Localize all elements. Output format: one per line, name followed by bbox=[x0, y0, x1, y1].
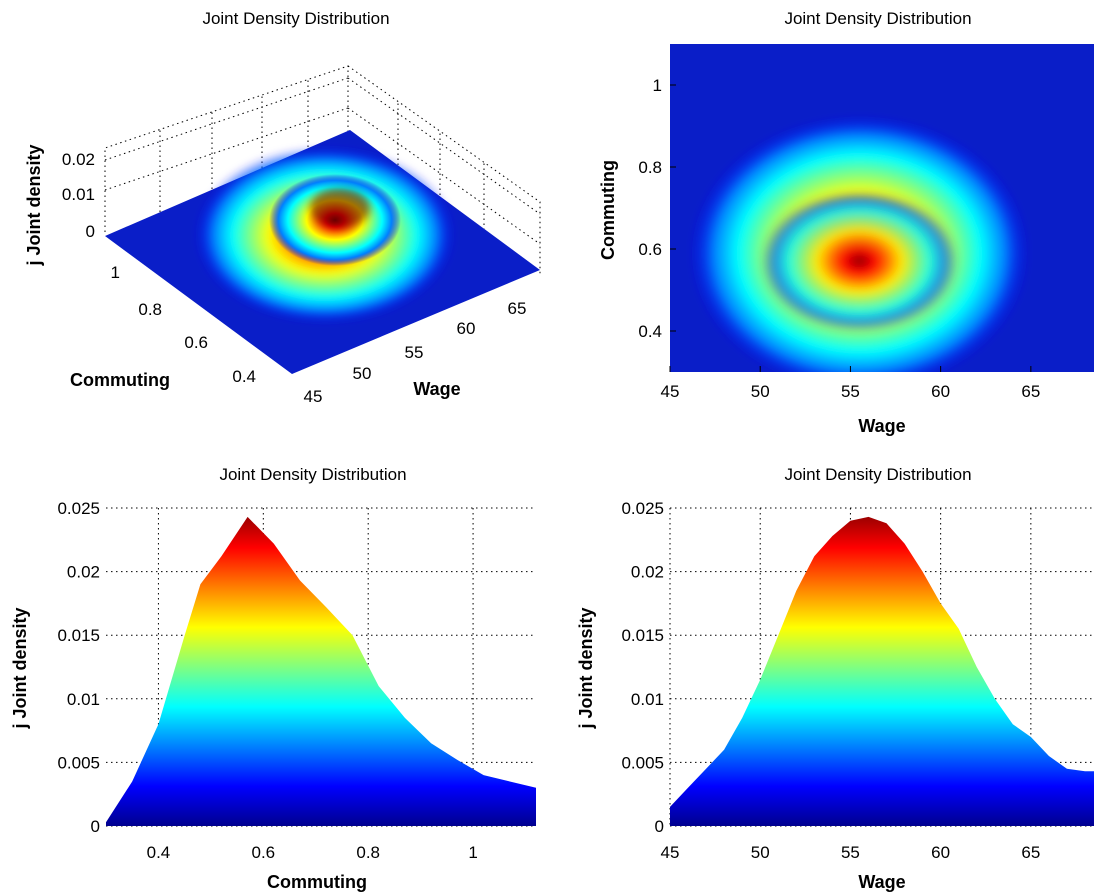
y-tick-0.8: 0.8 bbox=[138, 300, 162, 319]
surface-wage-axis: 45 50 55 60 65 Wage bbox=[304, 299, 527, 406]
y-tick-label: 0.01 bbox=[631, 690, 664, 709]
panel4-x-label: Wage bbox=[858, 872, 905, 892]
y-tick-label: 0.025 bbox=[621, 499, 664, 518]
y-tick-label: 0.015 bbox=[57, 626, 100, 645]
heatmap-ticks: 45 50 55 60 65 0.4 0.6 0.8 1 bbox=[638, 76, 1040, 401]
surface-commuting-label: Commuting bbox=[70, 370, 170, 390]
surface-z-axis: 0 0.01 0.02 j Joint density bbox=[24, 144, 95, 266]
heatmap-plot-area bbox=[670, 44, 1094, 372]
x-tick-label: 55 bbox=[841, 843, 860, 862]
zgrid-right-0.01 bbox=[347, 107, 541, 245]
wage-profile-plot: 45 50 55 60 65 0 0.005 0.01 0.015 0.02 0.025 bbox=[621, 499, 1094, 862]
x-tick-65: 65 bbox=[508, 299, 527, 318]
y-tick-label: 0.02 bbox=[631, 563, 664, 582]
surface-3d-grid bbox=[104, 65, 541, 274]
heatmap-x-tick: 55 bbox=[841, 382, 860, 401]
surface-wage-label: Wage bbox=[413, 379, 460, 399]
density-area bbox=[670, 516, 1094, 826]
panel4-title: Joint Density Distribution bbox=[784, 465, 971, 484]
x-tick-55: 55 bbox=[405, 343, 424, 362]
heatmap-x-tick: 60 bbox=[931, 382, 950, 401]
x-tick-label: 0.4 bbox=[147, 843, 171, 862]
back-wall-right-edge bbox=[347, 65, 541, 274]
heatmap-x-tick: 45 bbox=[661, 382, 680, 401]
heatmap-x-tick: 65 bbox=[1021, 382, 1040, 401]
heatmap-y-tick: 0.6 bbox=[638, 240, 662, 259]
x-tick-label: 60 bbox=[931, 843, 950, 862]
panel3-title: Joint Density Distribution bbox=[219, 465, 406, 484]
heatmap-x-tick: 50 bbox=[751, 382, 770, 401]
y-tick-0.6: 0.6 bbox=[184, 333, 208, 352]
y-tick-label: 0.02 bbox=[67, 563, 100, 582]
heatmap-panel: Joint Density Distribution 45 50 55 60 65 0.4… bbox=[598, 9, 1094, 436]
heatmap-y-tick: 1 bbox=[653, 76, 662, 95]
panel2-title: Joint Density Distribution bbox=[784, 9, 971, 28]
y-tick-label: 0.015 bbox=[621, 626, 664, 645]
commuting-profile-panel: Joint Density Distribution 0.4 0.6 0.8 100.… bbox=[10, 465, 536, 892]
x-tick-label: 45 bbox=[661, 843, 680, 862]
x-tick-label: 1 bbox=[468, 843, 477, 862]
z-tick-0.02: 0.02 bbox=[62, 150, 95, 169]
surface-commuting-axis: 1 0.8 0.6 0.4 Commuting bbox=[70, 263, 256, 390]
y-tick-label: 0.005 bbox=[57, 753, 100, 772]
surface-z-label: j Joint density bbox=[24, 144, 44, 266]
back-wall-left-edge bbox=[104, 65, 349, 232]
y-tick-label: 0.025 bbox=[57, 499, 100, 518]
x-tick-60: 60 bbox=[457, 319, 476, 338]
commuting-profile-plot: 0.4 0.6 0.8 1 0 0.005 0.01 0.015 0.02 0.025 bbox=[57, 499, 536, 862]
x-tick-50: 50 bbox=[353, 364, 372, 383]
panel3-y-label: j Joint density bbox=[10, 607, 30, 729]
y-tick-1: 1 bbox=[111, 263, 120, 282]
y-tick-label: 0.01 bbox=[67, 690, 100, 709]
heatmap-density-core bbox=[761, 191, 958, 332]
z-tick-0: 0 bbox=[86, 222, 95, 241]
y-tick-0.4: 0.4 bbox=[232, 367, 256, 386]
y-tick-label: 0 bbox=[91, 817, 100, 836]
y-tick-label: 0.005 bbox=[621, 753, 664, 772]
z-tick-0.01: 0.01 bbox=[62, 185, 95, 204]
x-tick-label: 0.8 bbox=[356, 843, 380, 862]
y-tick-label: 0 bbox=[655, 817, 664, 836]
heatmap-y-label: Commuting bbox=[598, 160, 618, 260]
panel3-x-label: Commuting bbox=[267, 872, 367, 892]
heatmap-y-tick: 0.8 bbox=[638, 158, 662, 177]
zgrid-right-0.02 bbox=[347, 77, 541, 215]
x-tick-label: 65 bbox=[1021, 843, 1040, 862]
surface-peak-top bbox=[310, 188, 370, 228]
surface-plot-panel: Joint Density Distribution 0 0.01 bbox=[24, 9, 541, 406]
x-tick-45: 45 bbox=[304, 387, 323, 406]
heatmap-y-tick: 0.4 bbox=[638, 322, 662, 341]
wage-profile-panel: Joint Density Distribution 45 50 55 60 65 0 0.… bbox=[576, 465, 1094, 892]
x-tick-label: 0.6 bbox=[251, 843, 275, 862]
x-tick-label: 50 bbox=[751, 843, 770, 862]
panel1-title: Joint Density Distribution bbox=[202, 9, 389, 28]
panel4-y-label: j Joint density bbox=[576, 607, 596, 729]
density-area bbox=[106, 516, 536, 826]
heatmap-x-label: Wage bbox=[858, 416, 905, 436]
